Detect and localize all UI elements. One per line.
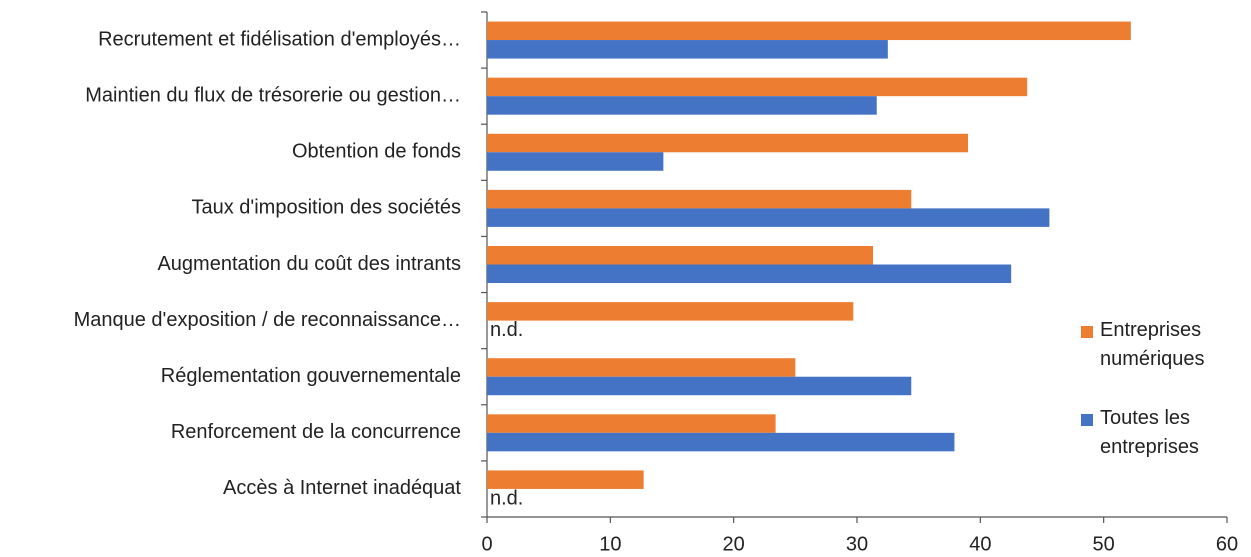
x-tick-label: 60 [1216, 533, 1238, 555]
y-tick-label: Renforcement de la concurrence [171, 421, 461, 443]
bar [487, 208, 1050, 227]
bar [487, 376, 912, 396]
legend-swatch [1081, 414, 1093, 426]
legend-label: Toutes les entreprises [1100, 407, 1199, 458]
bar [487, 189, 912, 209]
value-label: n.d. [490, 319, 523, 341]
bar [487, 470, 644, 489]
bar [487, 358, 796, 377]
y-tick-label: Manque d'exposition / de reconnaissance… [74, 309, 461, 331]
bar [487, 21, 1131, 41]
bar [487, 414, 776, 433]
legend-label: Entreprises numériques [1100, 319, 1205, 370]
bar [487, 133, 968, 153]
x-tick-label: 20 [723, 533, 745, 555]
y-tick-label: Maintien du flux de trésorerie ou gestio… [85, 84, 461, 106]
y-tick-label: Taux d'imposition des sociétés [191, 197, 461, 219]
bar [487, 246, 874, 265]
x-tick-label: 10 [599, 533, 621, 555]
y-tick-label: Recrutement et fidélisation d'employés… [98, 28, 461, 50]
legend-swatch [1081, 326, 1093, 338]
x-tick-label: 30 [846, 533, 868, 555]
bar [487, 264, 1012, 283]
x-tick-label: 0 [481, 533, 492, 555]
bar [487, 40, 888, 59]
bar [487, 152, 664, 171]
bar [487, 77, 1028, 97]
bar [487, 432, 955, 452]
y-tick-label: Obtention de fonds [292, 141, 461, 163]
bar [487, 96, 877, 115]
x-tick-label: 50 [1093, 533, 1115, 555]
y-tick-label: Accès à Internet inadéquat [223, 477, 461, 499]
y-tick-label: Augmentation du coût des intrants [157, 253, 461, 275]
x-tick-label: 40 [969, 533, 991, 555]
bar [487, 302, 854, 321]
value-label: n.d. [490, 487, 523, 509]
y-tick-label: Réglementation gouvernementale [161, 365, 461, 387]
